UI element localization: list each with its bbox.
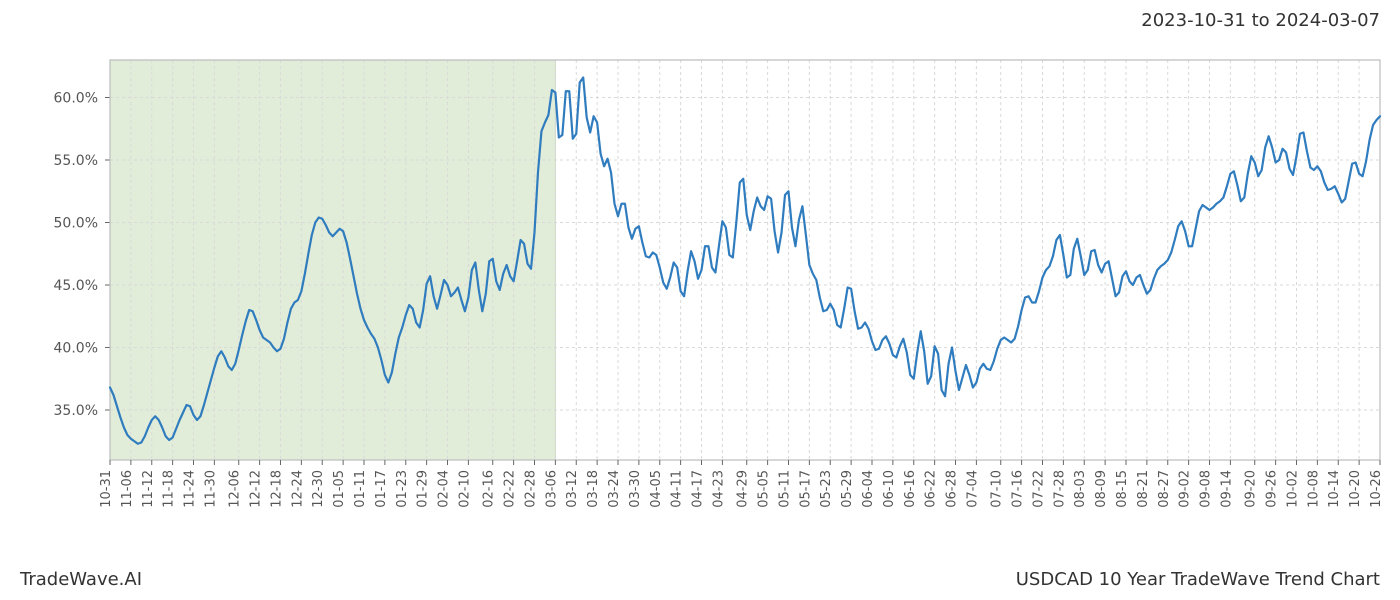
svg-text:12-12: 12-12 bbox=[249, 470, 264, 508]
svg-text:12-18: 12-18 bbox=[269, 470, 284, 508]
chart-container: 2023-10-31 to 2024-03-07 35.0% 40.0% 45.0%… bbox=[0, 0, 1400, 600]
svg-text:03-24: 03-24 bbox=[607, 470, 622, 508]
svg-text:01-17: 01-17 bbox=[374, 470, 389, 508]
svg-text:01-29: 01-29 bbox=[416, 470, 431, 508]
svg-text:09-02: 09-02 bbox=[1178, 470, 1193, 508]
svg-text:06-10: 06-10 bbox=[882, 470, 897, 508]
svg-text:04-29: 04-29 bbox=[736, 470, 751, 508]
svg-text:01-05: 01-05 bbox=[332, 470, 347, 508]
svg-text:10-20: 10-20 bbox=[1348, 470, 1363, 508]
svg-text:10-14: 10-14 bbox=[1327, 470, 1342, 508]
svg-text:10-31: 10-31 bbox=[99, 470, 114, 508]
svg-text:01-11: 01-11 bbox=[353, 470, 368, 508]
footer-title: USDCAD 10 Year TradeWave Trend Chart bbox=[1016, 569, 1380, 590]
svg-text:11-12: 11-12 bbox=[141, 470, 156, 508]
svg-text:01-23: 01-23 bbox=[395, 470, 410, 508]
svg-text:09-20: 09-20 bbox=[1244, 470, 1259, 508]
svg-text:12-06: 12-06 bbox=[228, 470, 243, 508]
svg-text:03-06: 03-06 bbox=[544, 470, 559, 508]
svg-text:10-02: 10-02 bbox=[1285, 470, 1300, 508]
svg-text:02-10: 02-10 bbox=[457, 470, 472, 508]
svg-text:12-30: 12-30 bbox=[311, 470, 326, 508]
svg-text:50.0%: 50.0% bbox=[54, 216, 98, 232]
svg-text:03-12: 03-12 bbox=[565, 470, 580, 508]
svg-text:09-14: 09-14 bbox=[1219, 470, 1234, 508]
svg-text:07-28: 07-28 bbox=[1052, 470, 1067, 508]
svg-text:07-04: 07-04 bbox=[965, 470, 980, 508]
svg-text:07-22: 07-22 bbox=[1031, 470, 1046, 508]
svg-text:03-18: 03-18 bbox=[586, 470, 601, 508]
svg-text:06-04: 06-04 bbox=[861, 470, 876, 508]
svg-text:08-21: 08-21 bbox=[1136, 470, 1151, 508]
svg-text:04-17: 04-17 bbox=[691, 470, 706, 508]
svg-text:55.0%: 55.0% bbox=[54, 153, 98, 169]
chart-area: 35.0% 40.0% 45.0% 50.0% 55.0% 60.0% 10-31 11-06… bbox=[0, 40, 1400, 540]
svg-text:02-04: 02-04 bbox=[437, 470, 452, 508]
svg-text:04-11: 04-11 bbox=[670, 470, 685, 508]
svg-text:05-17: 05-17 bbox=[798, 470, 813, 508]
svg-text:11-18: 11-18 bbox=[162, 470, 177, 508]
footer-brand: TradeWave.AI bbox=[20, 569, 142, 590]
svg-text:04-05: 04-05 bbox=[649, 470, 664, 508]
svg-text:03-30: 03-30 bbox=[628, 470, 643, 508]
svg-text:05-23: 05-23 bbox=[819, 470, 834, 508]
svg-text:02-22: 02-22 bbox=[503, 470, 518, 508]
svg-text:02-28: 02-28 bbox=[523, 470, 538, 508]
svg-text:08-03: 08-03 bbox=[1073, 470, 1088, 508]
svg-text:02-16: 02-16 bbox=[482, 470, 497, 508]
svg-text:05-11: 05-11 bbox=[777, 470, 792, 508]
svg-text:10-26: 10-26 bbox=[1369, 470, 1384, 508]
date-range-label: 2023-10-31 to 2024-03-07 bbox=[1141, 10, 1380, 31]
line-chart-svg: 35.0% 40.0% 45.0% 50.0% 55.0% 60.0% 10-31 11-06… bbox=[0, 40, 1400, 540]
svg-text:07-10: 07-10 bbox=[990, 470, 1005, 508]
svg-text:11-06: 11-06 bbox=[120, 470, 135, 508]
svg-text:11-24: 11-24 bbox=[183, 470, 198, 508]
svg-text:05-05: 05-05 bbox=[757, 470, 772, 508]
svg-text:12-24: 12-24 bbox=[290, 470, 305, 508]
svg-text:05-29: 05-29 bbox=[840, 470, 855, 508]
svg-text:07-16: 07-16 bbox=[1011, 470, 1026, 508]
svg-text:40.0%: 40.0% bbox=[54, 341, 98, 357]
svg-text:60.0%: 60.0% bbox=[54, 91, 98, 107]
svg-text:06-16: 06-16 bbox=[903, 470, 918, 508]
svg-text:11-30: 11-30 bbox=[203, 470, 218, 508]
svg-text:08-09: 08-09 bbox=[1094, 470, 1109, 508]
svg-text:06-28: 06-28 bbox=[945, 470, 960, 508]
svg-text:10-08: 10-08 bbox=[1306, 470, 1321, 508]
svg-text:09-26: 09-26 bbox=[1265, 470, 1280, 508]
svg-text:08-27: 08-27 bbox=[1157, 470, 1172, 508]
svg-text:06-22: 06-22 bbox=[924, 470, 939, 508]
svg-text:09-08: 09-08 bbox=[1199, 470, 1214, 508]
svg-text:35.0%: 35.0% bbox=[54, 403, 98, 419]
svg-text:45.0%: 45.0% bbox=[54, 278, 98, 294]
svg-text:08-15: 08-15 bbox=[1115, 470, 1130, 508]
svg-text:04-23: 04-23 bbox=[711, 470, 726, 508]
